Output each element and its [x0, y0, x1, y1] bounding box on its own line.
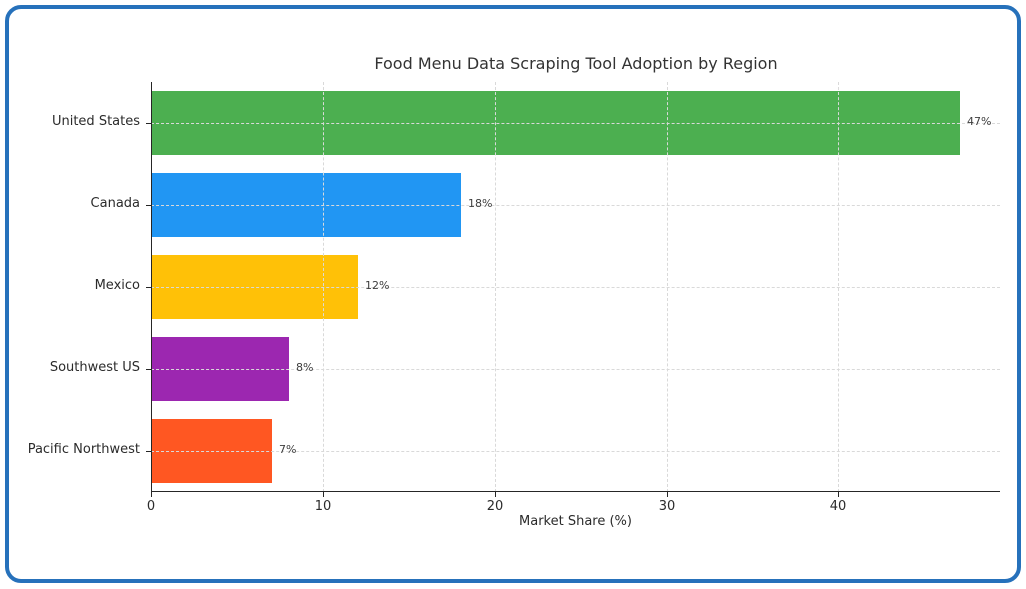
gridline-horizontal	[151, 123, 1000, 124]
x-tick-mark	[151, 492, 152, 497]
bar-value-label: 18%	[468, 197, 493, 210]
y-tick-label: Mexico	[94, 278, 140, 293]
bar-value-label: 47%	[967, 115, 992, 128]
y-tick-mark	[146, 287, 151, 288]
y-tick-label: Canada	[90, 196, 140, 211]
x-tick-label: 30	[658, 499, 676, 514]
gridline-horizontal	[151, 451, 1000, 452]
chart-title: Food Menu Data Scraping Tool Adoption by…	[374, 54, 778, 73]
y-tick-label: Pacific Northwest	[27, 442, 140, 457]
y-axis-spine	[151, 82, 152, 492]
gridline-vertical	[323, 82, 324, 492]
gridline-horizontal	[151, 287, 1000, 288]
y-tick-label: United States	[51, 114, 140, 129]
gridline-horizontal	[151, 205, 1000, 206]
bar-value-label: 7%	[279, 443, 297, 456]
gridline-horizontal	[151, 369, 1000, 370]
x-axis-title: Market Share (%)	[519, 514, 632, 529]
x-tick-mark	[323, 492, 324, 497]
y-tick-mark	[146, 451, 151, 452]
y-tick-mark	[146, 123, 151, 124]
x-tick-label: 10	[314, 499, 332, 514]
gridline-vertical	[838, 82, 839, 492]
y-tick-label: Southwest US	[49, 360, 140, 375]
gridline-vertical	[667, 82, 668, 492]
plot-area: 47% 18% 12% 8% 7%	[151, 82, 1000, 492]
x-tick-mark	[838, 492, 839, 497]
y-tick-mark	[146, 369, 151, 370]
x-tick-label: 20	[486, 499, 504, 514]
x-tick-label: 40	[829, 499, 847, 514]
bar-value-label: 12%	[365, 279, 390, 292]
x-tick-mark	[667, 492, 668, 497]
y-tick-mark	[146, 205, 151, 206]
x-axis-spine	[151, 491, 1000, 492]
x-tick-mark	[495, 492, 496, 497]
gridline-vertical	[495, 82, 496, 492]
bar-value-label: 8%	[296, 361, 314, 374]
x-tick-label: 0	[146, 499, 156, 514]
